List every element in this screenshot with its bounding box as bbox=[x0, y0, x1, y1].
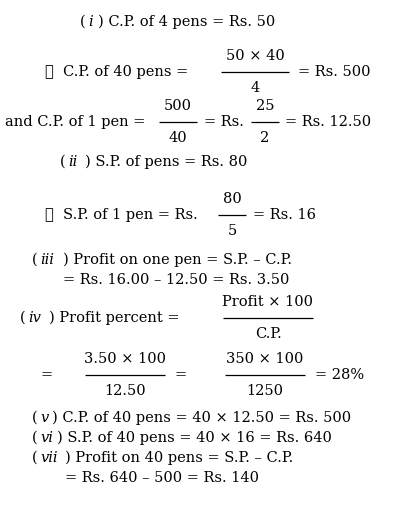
Text: (: ( bbox=[32, 431, 38, 445]
Text: 350 × 100: 350 × 100 bbox=[226, 352, 304, 366]
Text: ) S.P. of 40 pens = 40 × 16 = Rs. 640: ) S.P. of 40 pens = 40 × 16 = Rs. 640 bbox=[57, 431, 332, 445]
Text: 500: 500 bbox=[164, 99, 192, 113]
Text: (: ( bbox=[60, 155, 66, 169]
Text: =: = bbox=[40, 368, 52, 382]
Text: (: ( bbox=[32, 451, 38, 465]
Text: 40: 40 bbox=[169, 131, 187, 145]
Text: =: = bbox=[175, 368, 187, 382]
Text: and C.P. of 1 pen =: and C.P. of 1 pen = bbox=[5, 115, 145, 129]
Text: = Rs. 500: = Rs. 500 bbox=[298, 65, 371, 79]
Text: iii: iii bbox=[40, 253, 54, 267]
Text: ) Profit percent =: ) Profit percent = bbox=[49, 311, 179, 325]
Text: ∴  C.P. of 40 pens =: ∴ C.P. of 40 pens = bbox=[45, 65, 188, 79]
Text: Profit × 100: Profit × 100 bbox=[222, 295, 314, 309]
Text: ) S.P. of pens = Rs. 80: ) S.P. of pens = Rs. 80 bbox=[85, 155, 247, 169]
Text: 25: 25 bbox=[256, 99, 274, 113]
Text: v: v bbox=[40, 411, 48, 425]
Text: 5: 5 bbox=[228, 224, 237, 238]
Text: 2: 2 bbox=[260, 131, 270, 145]
Text: (: ( bbox=[32, 411, 38, 425]
Text: C.P.: C.P. bbox=[255, 327, 281, 341]
Text: i: i bbox=[88, 15, 92, 29]
Text: 12.50: 12.50 bbox=[104, 384, 146, 398]
Text: ii: ii bbox=[68, 155, 77, 169]
Text: 80: 80 bbox=[223, 192, 241, 206]
Text: = Rs. 16.00 – 12.50 = Rs. 3.50: = Rs. 16.00 – 12.50 = Rs. 3.50 bbox=[63, 273, 290, 287]
Text: ) Profit on 40 pens = S.P. – C.P.: ) Profit on 40 pens = S.P. – C.P. bbox=[65, 451, 293, 465]
Text: ) C.P. of 40 pens = 40 × 12.50 = Rs. 500: ) C.P. of 40 pens = 40 × 12.50 = Rs. 500 bbox=[52, 411, 351, 425]
Text: 4: 4 bbox=[250, 81, 260, 95]
Text: = 28%: = 28% bbox=[315, 368, 364, 382]
Text: ∴  S.P. of 1 pen = Rs.: ∴ S.P. of 1 pen = Rs. bbox=[45, 208, 198, 222]
Text: ) Profit on one pen = S.P. – C.P.: ) Profit on one pen = S.P. – C.P. bbox=[63, 253, 292, 267]
Text: 3.50 × 100: 3.50 × 100 bbox=[84, 352, 166, 366]
Text: 1250: 1250 bbox=[246, 384, 284, 398]
Text: (: ( bbox=[32, 253, 38, 267]
Text: = Rs. 12.50: = Rs. 12.50 bbox=[285, 115, 371, 129]
Text: = Rs.: = Rs. bbox=[204, 115, 244, 129]
Text: vi: vi bbox=[40, 431, 53, 445]
Text: vii: vii bbox=[40, 451, 58, 465]
Text: 50 × 40: 50 × 40 bbox=[226, 49, 284, 63]
Text: iv: iv bbox=[28, 311, 41, 325]
Text: ) C.P. of 4 pens = Rs. 50: ) C.P. of 4 pens = Rs. 50 bbox=[98, 15, 275, 29]
Text: (: ( bbox=[20, 311, 26, 325]
Text: (: ( bbox=[80, 15, 86, 29]
Text: = Rs. 16: = Rs. 16 bbox=[253, 208, 316, 222]
Text: = Rs. 640 – 500 = Rs. 140: = Rs. 640 – 500 = Rs. 140 bbox=[65, 471, 259, 485]
